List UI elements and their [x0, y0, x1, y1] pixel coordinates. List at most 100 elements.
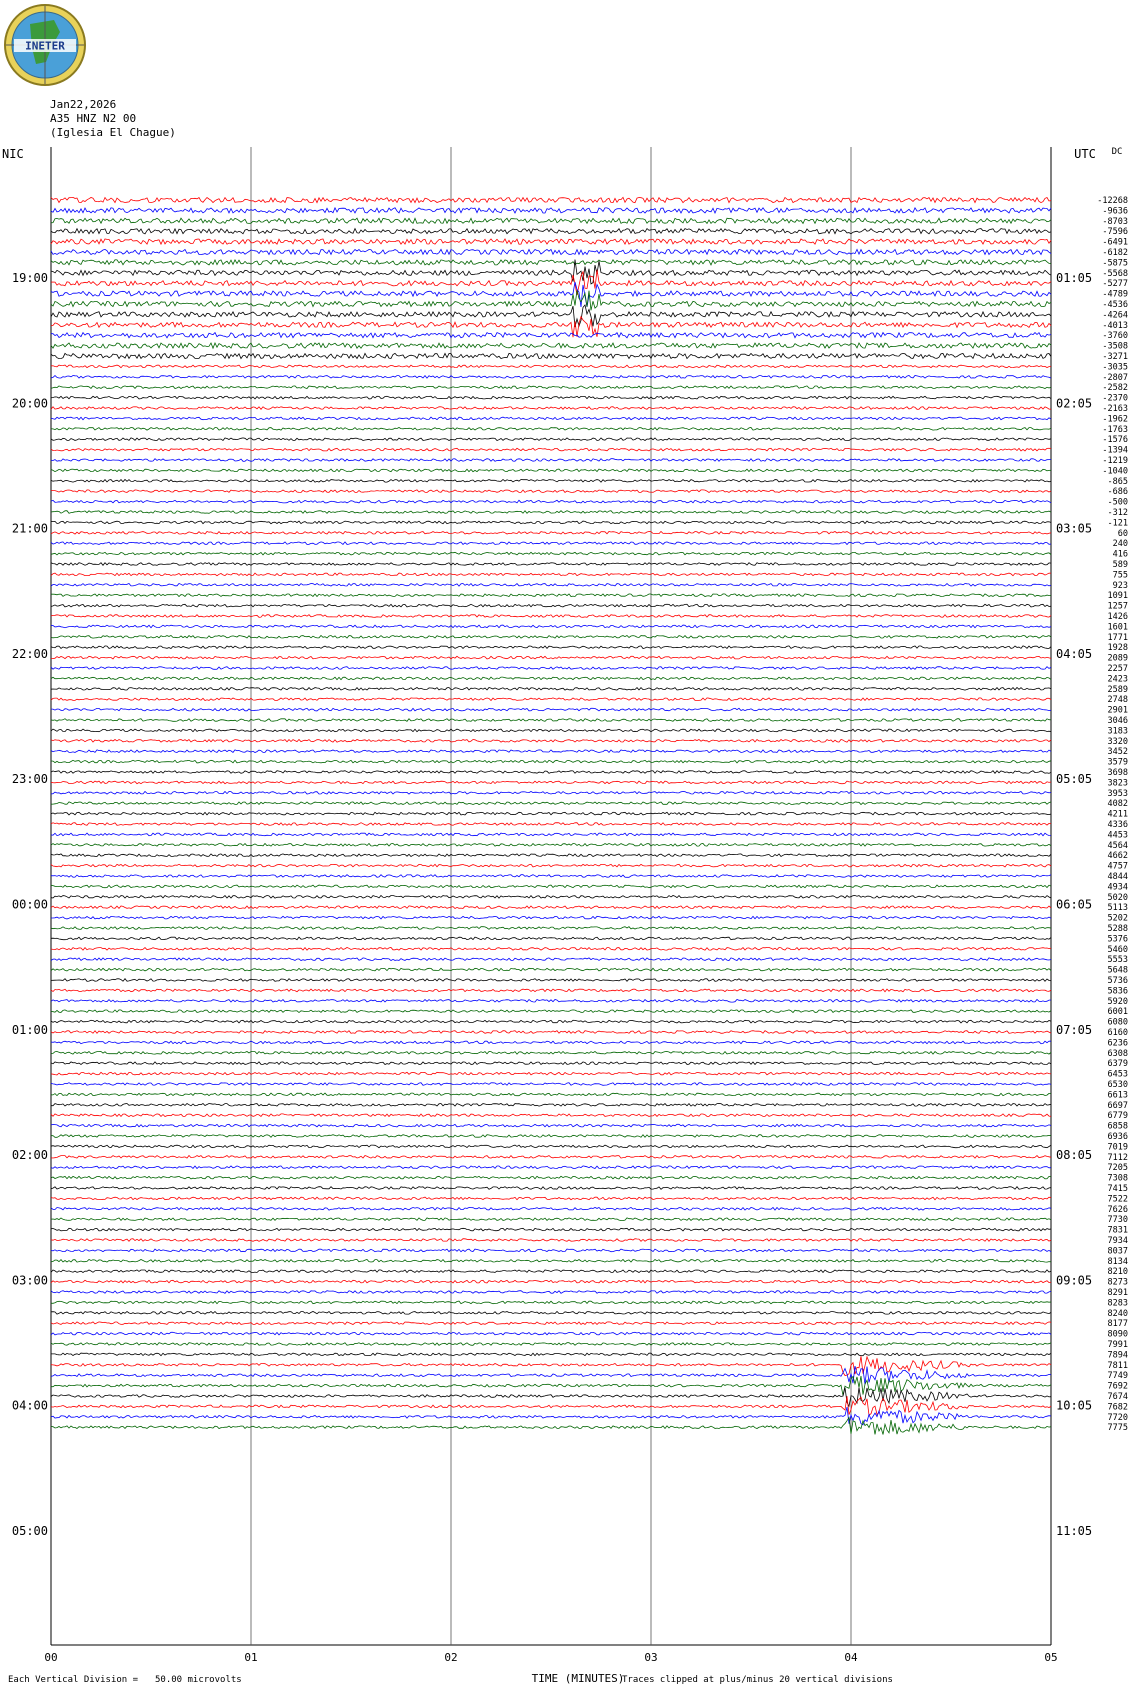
trace-row: [50, 603, 1052, 608]
dc-offset-label: -2370: [1102, 394, 1128, 404]
dc-offset-label: -4264: [1102, 310, 1128, 320]
dc-offset-label: -3760: [1102, 331, 1128, 341]
dc-offset-label: 2901: [1108, 706, 1128, 716]
utc-time-label: 09:05: [1056, 1273, 1092, 1287]
dc-offset-label: 7415: [1108, 1184, 1128, 1194]
x-tick-label: 01: [244, 1651, 257, 1664]
nic-time-label: 20:00: [12, 396, 48, 410]
trace-row: [50, 957, 1052, 962]
trace-row: [50, 1238, 1052, 1242]
trace-row: [50, 315, 1052, 338]
dc-offset-label: -865: [1108, 477, 1128, 487]
dc-offset-label: 1091: [1108, 591, 1128, 601]
trace-row: [50, 905, 1052, 910]
trace-row: [50, 1123, 1052, 1128]
nic-time-label: 23:00: [12, 772, 48, 786]
nic-time-label: 03:00: [12, 1273, 48, 1287]
dc-offset-label: 589: [1113, 560, 1128, 570]
trace-row: [50, 395, 1052, 400]
trace-row: [50, 770, 1052, 774]
trace-row: [50, 468, 1052, 473]
dc-offset-label: 6858: [1108, 1122, 1128, 1132]
trace-row: [50, 1342, 1052, 1346]
utc-time-label: 02:05: [1056, 396, 1092, 410]
dc-offset-label: 7894: [1108, 1350, 1128, 1360]
trace-row: [50, 1321, 1052, 1326]
trace-row: [50, 1009, 1052, 1014]
dc-offset-label: 7308: [1108, 1174, 1128, 1184]
trace-row: [50, 884, 1052, 889]
trace-row: [50, 1050, 1052, 1055]
dc-offset-label: 4757: [1108, 862, 1128, 872]
trace-row: [50, 1217, 1052, 1222]
seismic-traces: [50, 196, 1052, 1435]
trace-row: [50, 238, 1052, 246]
trace-row: [50, 832, 1052, 837]
header-station: A35 HNZ N2 00: [50, 112, 137, 125]
trace-row: [50, 759, 1052, 764]
dc-offset-label: 2423: [1108, 674, 1128, 684]
dc-offset-label: 7730: [1108, 1215, 1128, 1225]
trace-row: [50, 728, 1052, 733]
dc-offset-label: 7811: [1108, 1361, 1128, 1371]
trace-row: [50, 447, 1052, 452]
trace-row: [50, 206, 1052, 215]
dc-offset-label: 7749: [1108, 1371, 1128, 1381]
trace-row: [50, 686, 1052, 691]
dc-offset-label: 3320: [1108, 737, 1128, 747]
dc-offset-label: 1771: [1108, 633, 1128, 643]
dc-offset-label: 6530: [1108, 1080, 1128, 1090]
trace-row: [50, 364, 1052, 369]
utc-time-label: 07:05: [1056, 1023, 1092, 1037]
dc-offset-label: 3579: [1108, 758, 1128, 768]
dc-offset-label: 7934: [1108, 1236, 1128, 1246]
nic-time-label: 01:00: [12, 1023, 48, 1037]
dc-offset-label: 5202: [1108, 914, 1128, 924]
dc-offset-label: -1962: [1102, 414, 1128, 424]
scale-value: 50.00 microvolts: [155, 1675, 242, 1685]
trace-row: [50, 341, 1052, 350]
dc-offset-label: 7674: [1108, 1392, 1128, 1402]
trace-row: [51, 707, 1052, 712]
dc-offset-label: 5288: [1108, 924, 1128, 934]
dc-offset-label: 6001: [1108, 1007, 1128, 1017]
dc-offset-label: -6491: [1102, 238, 1128, 248]
dc-offset-label: 8283: [1108, 1298, 1128, 1308]
dc-offset-label: 8273: [1108, 1278, 1128, 1288]
dc-offset-label: 6697: [1108, 1101, 1128, 1111]
dc-offset-label: 6160: [1108, 1028, 1128, 1038]
dc-offset-label: 4934: [1108, 882, 1128, 892]
dc-offset-label: 8134: [1108, 1257, 1128, 1267]
trace-row: [50, 499, 1052, 504]
dc-offset-label: 5020: [1108, 893, 1128, 903]
station-header: Jan22,2026 A35 HNZ N2 00 (Iglesia El Cha…: [50, 98, 176, 140]
dc-offset-label: 8210: [1108, 1267, 1128, 1277]
nic-time-label: 04:00: [12, 1399, 48, 1413]
x-tick-label: 05: [1044, 1651, 1057, 1664]
trace-row: [50, 572, 1052, 577]
trace-row: [50, 1310, 1052, 1315]
dc-offset-label: 7682: [1108, 1402, 1128, 1412]
trace-row: [50, 998, 1052, 1003]
trace-row: [50, 478, 1052, 483]
dc-offset-label: 5836: [1108, 986, 1128, 996]
dc-offset-label: 6379: [1108, 1059, 1128, 1069]
trace-row: [51, 1375, 1052, 1396]
trace-row: [50, 842, 1052, 847]
dc-offset-label: 4662: [1108, 851, 1128, 861]
trace-row: [50, 259, 1052, 266]
trace-row: [50, 1248, 1052, 1253]
trace-row: [51, 655, 1052, 660]
utc-time-label: 11:05: [1056, 1524, 1092, 1538]
dc-offset-label: -1040: [1102, 466, 1128, 476]
dc-offset-label: 7775: [1108, 1423, 1128, 1433]
dc-offset-label: -121: [1108, 518, 1128, 528]
dc-offset-label: 6779: [1108, 1111, 1128, 1121]
trace-row: [50, 304, 1052, 328]
dc-offset-label: 7831: [1108, 1226, 1128, 1236]
dc-offset-label: -12268: [1097, 196, 1128, 206]
trace-row: [50, 352, 1052, 360]
dc-offset-label: -3508: [1102, 342, 1128, 352]
nic-time-label: 19:00: [12, 271, 48, 285]
trace-row: [50, 1331, 1052, 1336]
